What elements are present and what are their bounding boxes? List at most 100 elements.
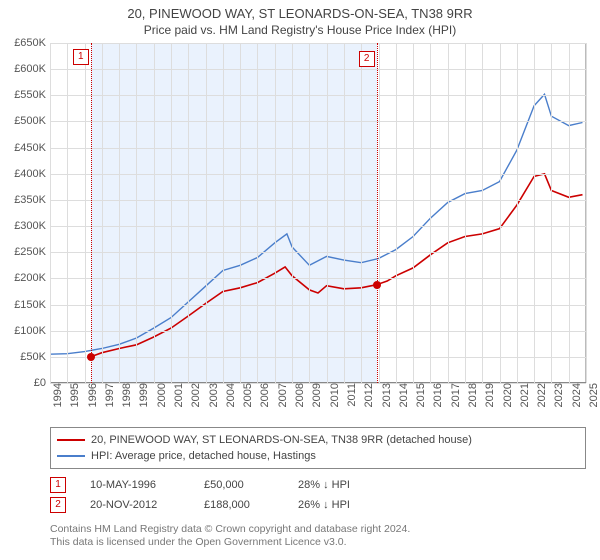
sale-number-box: 2 (50, 497, 66, 513)
gridline-vertical (534, 43, 535, 383)
gridline-vertical (551, 43, 552, 383)
x-axis-tick-label: 1995 (67, 383, 81, 407)
sale-delta: 26% ↓ HPI (298, 495, 350, 515)
gridline-horizontal (50, 121, 586, 122)
gridline-vertical (430, 43, 431, 383)
x-axis-tick-label: 2019 (482, 383, 496, 407)
sale-marker-dot (87, 353, 95, 361)
x-axis-tick-label: 2001 (171, 383, 185, 407)
y-axis-tick-label: £0 (34, 377, 50, 389)
y-axis-tick-label: £500K (14, 115, 50, 127)
y-axis-tick-label: £350K (14, 194, 50, 206)
x-axis-tick-label: 2023 (551, 383, 565, 407)
gridline-horizontal (50, 69, 586, 70)
legend-swatch (57, 455, 85, 457)
x-axis-tick-label: 2022 (534, 383, 548, 407)
y-axis-tick-label: £100K (14, 325, 50, 337)
legend-item: 20, PINEWOOD WAY, ST LEONARDS-ON-SEA, TN… (57, 432, 579, 448)
gridline-vertical (361, 43, 362, 383)
x-axis-tick-label: 2009 (309, 383, 323, 407)
x-axis-tick-label: 2000 (154, 383, 168, 407)
sale-marker-dot (373, 281, 381, 289)
attribution: Contains HM Land Registry data © Crown c… (50, 523, 586, 549)
gridline-vertical (119, 43, 120, 383)
sale-delta: 28% ↓ HPI (298, 475, 350, 495)
legend-label: 20, PINEWOOD WAY, ST LEONARDS-ON-SEA, TN… (91, 432, 472, 448)
gridline-horizontal (50, 148, 586, 149)
y-axis-tick-label: £150K (14, 299, 50, 311)
x-axis-tick-label: 2018 (465, 383, 479, 407)
sale-marker-tag: 2 (359, 51, 375, 67)
sales-table-row: 110-MAY-1996£50,00028% ↓ HPI (50, 475, 586, 495)
x-axis-tick-label: 2020 (500, 383, 514, 407)
x-axis-tick-label: 1998 (119, 383, 133, 407)
chart-legend: 20, PINEWOOD WAY, ST LEONARDS-ON-SEA, TN… (50, 427, 586, 469)
x-axis-tick-label: 2014 (396, 383, 410, 407)
sale-marker-line (377, 43, 378, 383)
x-axis-tick-label: 2021 (517, 383, 531, 407)
gridline-vertical (309, 43, 310, 383)
sale-number-box: 1 (50, 477, 66, 493)
x-axis-tick-label: 1994 (50, 383, 64, 407)
gridline-vertical (569, 43, 570, 383)
attribution-line-2: This data is licensed under the Open Gov… (50, 536, 586, 549)
x-axis-tick-label: 2007 (275, 383, 289, 407)
y-axis-tick-label: £650K (14, 37, 50, 49)
x-axis-tick-label: 2011 (344, 383, 358, 407)
gridline-vertical (67, 43, 68, 383)
x-axis-tick-label: 2003 (206, 383, 220, 407)
sale-date: 20-NOV-2012 (90, 495, 180, 515)
price-chart: £0£50K£100K£150K£200K£250K£300K£350K£400… (50, 43, 586, 383)
gridline-vertical (292, 43, 293, 383)
x-axis-tick-label: 2024 (569, 383, 583, 407)
sale-marker-tag: 1 (73, 49, 89, 65)
gridline-horizontal (50, 95, 586, 96)
gridline-vertical (50, 43, 51, 383)
y-axis-tick-label: £450K (14, 142, 50, 154)
gridline-vertical (517, 43, 518, 383)
sales-table: 110-MAY-1996£50,00028% ↓ HPI220-NOV-2012… (50, 475, 586, 515)
legend-label: HPI: Average price, detached house, Hast… (91, 448, 316, 464)
x-axis-tick-label: 2017 (448, 383, 462, 407)
gridline-vertical (482, 43, 483, 383)
gridline-vertical (500, 43, 501, 383)
x-axis-tick-label: 2005 (240, 383, 254, 407)
gridline-horizontal (50, 43, 586, 44)
sale-marker-line (91, 43, 92, 383)
gridline-vertical (465, 43, 466, 383)
gridline-vertical (240, 43, 241, 383)
gridline-vertical (379, 43, 380, 383)
sales-table-row: 2 20-NOV-2012 £188,000 26% ↓ HPI (50, 495, 586, 515)
x-axis-tick-label: 2025 (586, 383, 600, 407)
x-axis-tick-label: 2015 (413, 383, 427, 407)
gridline-vertical (257, 43, 258, 383)
x-axis-tick-label: 2002 (188, 383, 202, 407)
gridline-vertical (327, 43, 328, 383)
y-axis-tick-label: £600K (14, 63, 50, 75)
gridline-horizontal (50, 200, 586, 201)
x-axis-tick-label: 2010 (327, 383, 341, 407)
gridline-vertical (396, 43, 397, 383)
y-axis-tick-label: £550K (14, 89, 50, 101)
gridline-vertical (171, 43, 172, 383)
chart-subtitle: Price paid vs. HM Land Registry's House … (0, 23, 600, 37)
legend-item: HPI: Average price, detached house, Hast… (57, 448, 579, 464)
sale-price: £50,000 (204, 475, 274, 495)
y-axis-tick-label: £200K (14, 272, 50, 284)
x-axis-tick-label: 2006 (257, 383, 271, 407)
gridline-horizontal (50, 174, 586, 175)
gridline-horizontal (50, 331, 586, 332)
gridline-horizontal (50, 305, 586, 306)
gridline-vertical (206, 43, 207, 383)
legend-swatch (57, 439, 85, 441)
x-axis-tick-label: 2004 (223, 383, 237, 407)
y-axis-tick-label: £250K (14, 246, 50, 258)
sale-price: £188,000 (204, 495, 274, 515)
x-axis-tick-label: 1999 (136, 383, 150, 407)
gridline-vertical (85, 43, 86, 383)
gridline-horizontal (50, 226, 586, 227)
gridline-vertical (413, 43, 414, 383)
chart-lines-svg (50, 43, 586, 383)
y-axis-tick-label: £300K (14, 220, 50, 232)
x-axis-tick-label: 2008 (292, 383, 306, 407)
